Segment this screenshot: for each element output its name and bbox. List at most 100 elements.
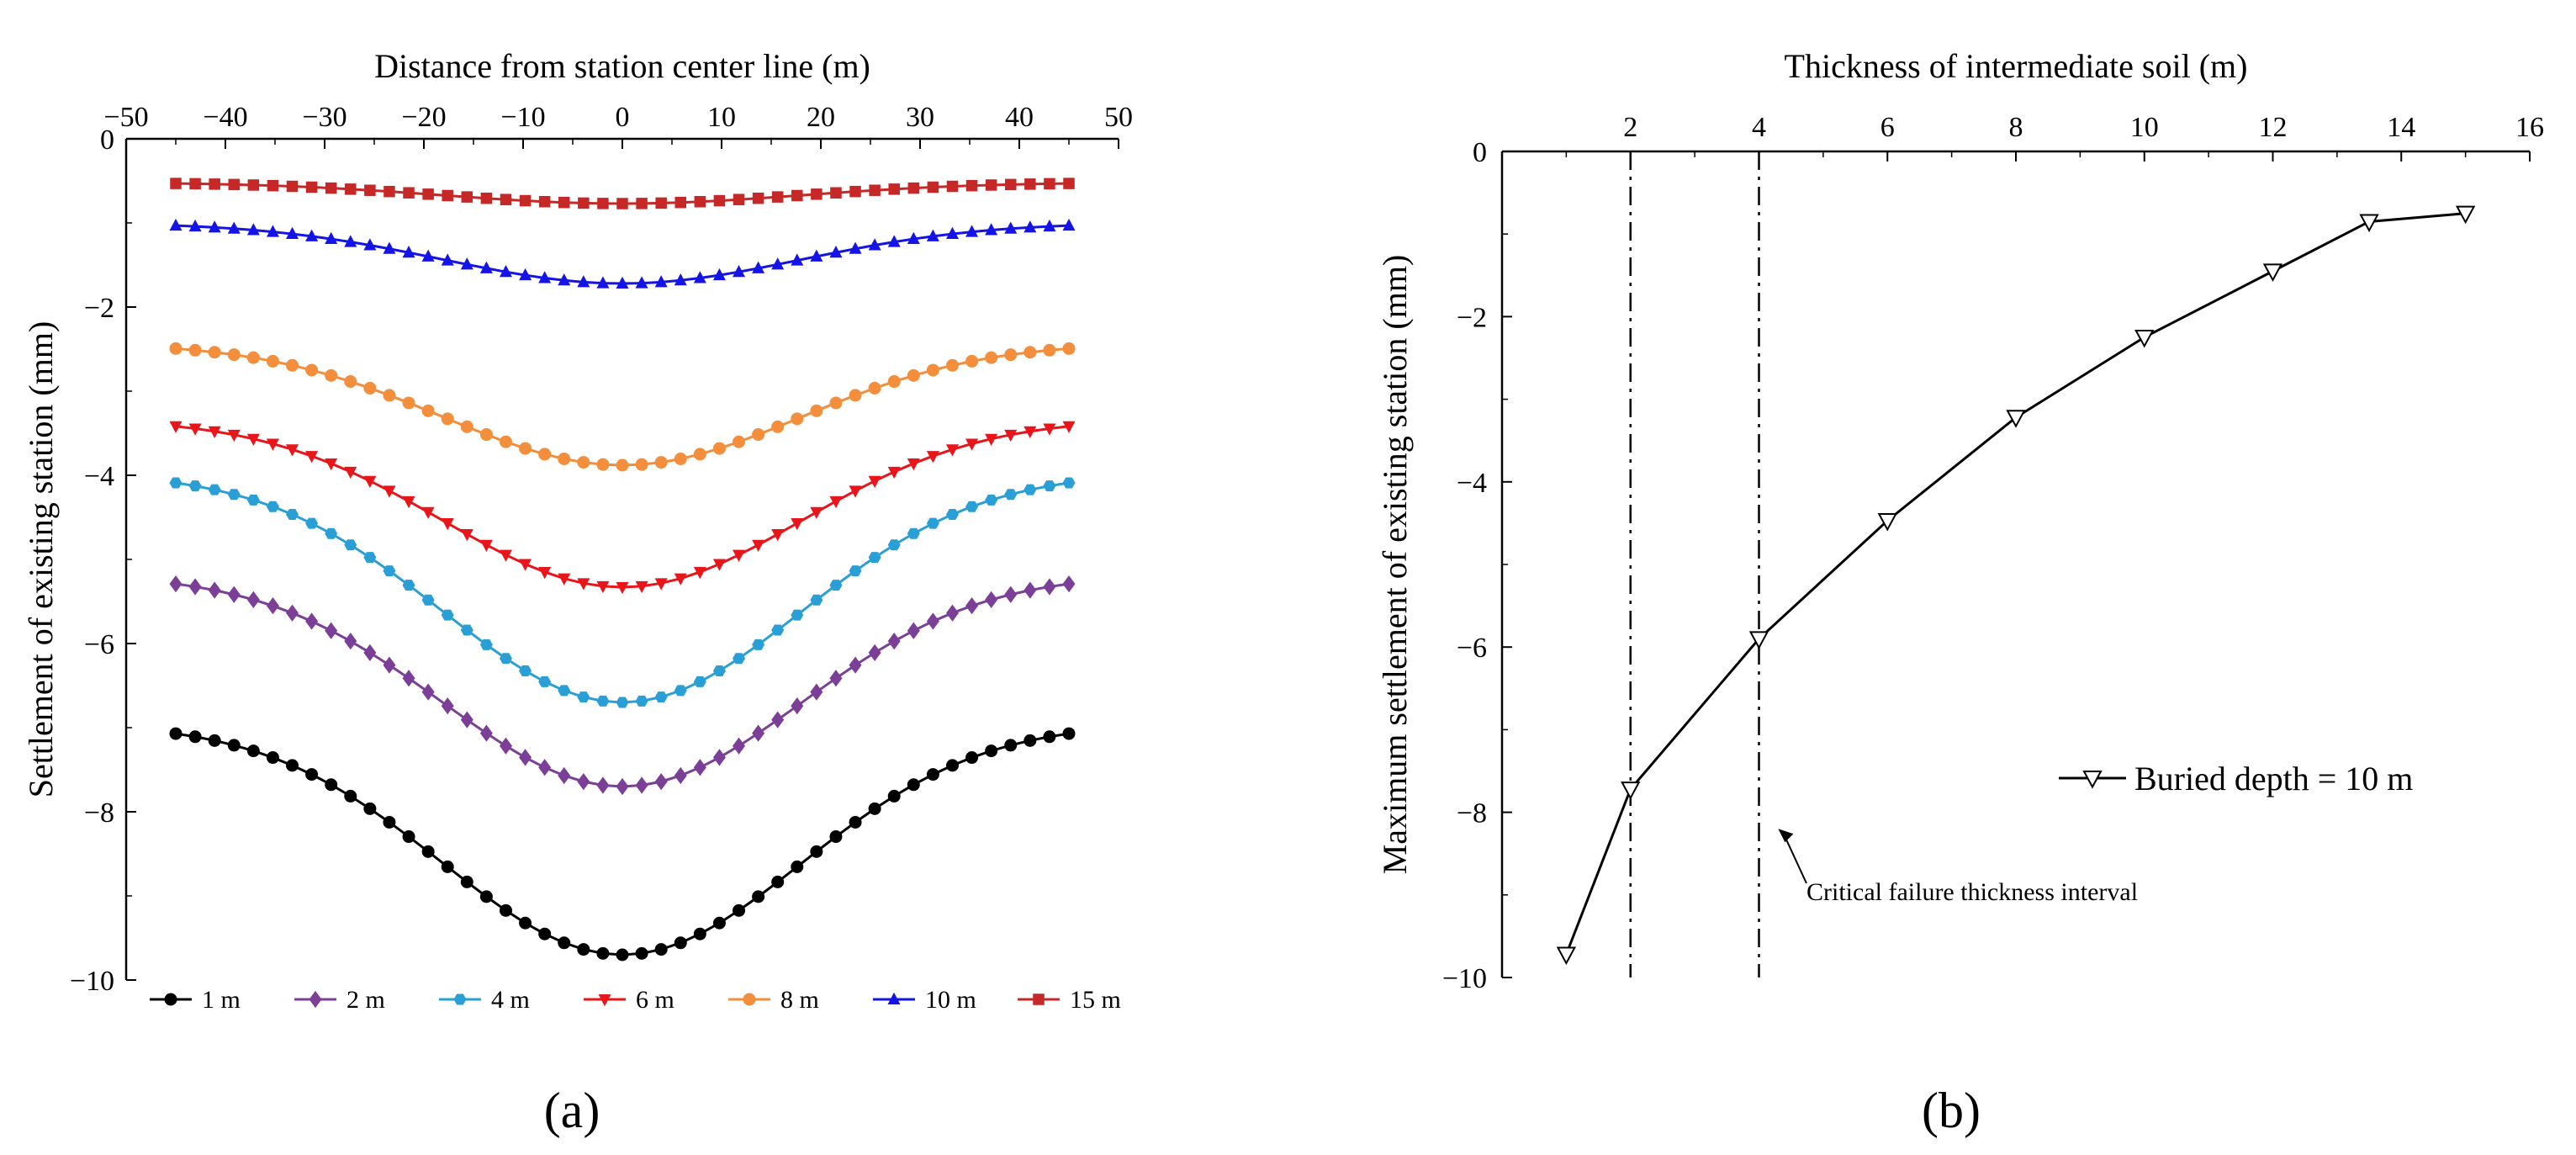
data-point <box>985 591 998 608</box>
data-point <box>829 495 843 509</box>
data-point <box>674 573 687 585</box>
data-point <box>305 517 319 529</box>
data-point <box>868 381 881 395</box>
data-point <box>654 772 668 791</box>
data-point <box>791 609 804 621</box>
data-point <box>246 494 260 506</box>
data-point <box>907 182 920 194</box>
data-point <box>208 346 221 359</box>
y-tick-label: −2 <box>84 293 114 324</box>
data-point <box>208 220 221 233</box>
data-point <box>965 354 979 368</box>
data-point <box>538 676 552 687</box>
data-point <box>519 665 532 677</box>
legend-label: 8 m <box>780 986 819 1014</box>
data-point <box>945 604 959 622</box>
data-point <box>558 452 571 465</box>
data-point <box>246 591 260 608</box>
data-point <box>188 343 202 357</box>
data-point <box>363 802 377 815</box>
data-point <box>1024 178 1036 190</box>
data-point <box>810 249 823 262</box>
data-point <box>654 275 668 288</box>
data-point <box>325 622 338 639</box>
legend-marker <box>453 993 467 1005</box>
data-point <box>791 697 804 715</box>
data-point <box>693 448 706 461</box>
data-point <box>169 477 182 489</box>
data-point <box>227 429 241 442</box>
data-point <box>1043 480 1056 492</box>
data-point <box>965 501 979 512</box>
series-line <box>175 582 1070 788</box>
data-point <box>887 633 901 650</box>
data-point <box>383 485 396 498</box>
data-point <box>246 433 260 446</box>
data-point <box>188 423 202 436</box>
data-point <box>246 744 260 758</box>
legend-marker <box>1033 993 1045 1005</box>
data-point <box>654 578 668 591</box>
data-point <box>188 480 202 492</box>
y-tick-label: −8 <box>84 797 114 829</box>
data-point <box>965 751 979 765</box>
data-point <box>674 936 687 950</box>
series-line <box>1564 212 2466 956</box>
data-point <box>499 435 512 448</box>
data-point <box>771 257 785 270</box>
data-point <box>519 194 532 207</box>
data-point <box>577 578 590 591</box>
data-point <box>422 188 434 200</box>
data-point <box>169 575 182 593</box>
data-point <box>344 789 357 803</box>
data-point <box>325 527 338 539</box>
series-4m <box>169 477 1076 708</box>
chart-b: 2 4 6 8 10 12 14 16 0 −2 −4 −6 −8 −10 Thickness of int… <box>1376 47 2544 1138</box>
y-tick-label: 0 <box>100 125 114 156</box>
data-point <box>1062 575 1076 593</box>
data-point <box>558 273 571 286</box>
data-point <box>596 776 610 794</box>
legend-marker <box>2082 771 2103 789</box>
data-point <box>752 890 765 903</box>
data-point <box>791 189 803 202</box>
data-point <box>1043 343 1056 357</box>
series-10m <box>169 218 1076 289</box>
data-point <box>2134 329 2155 348</box>
data-point <box>383 389 396 402</box>
data-point <box>266 597 279 615</box>
data-point <box>266 438 279 451</box>
data-point <box>712 665 726 677</box>
data-point <box>674 685 687 697</box>
data-point <box>674 196 687 209</box>
data-point <box>2455 205 2476 225</box>
data-point <box>1024 426 1037 439</box>
data-point <box>945 358 959 372</box>
data-point <box>771 711 785 728</box>
data-point <box>752 724 765 742</box>
data-point <box>577 275 590 288</box>
data-point <box>849 485 862 498</box>
data-point <box>849 656 862 674</box>
data-point <box>479 539 493 552</box>
data-point <box>636 198 648 209</box>
data-point <box>208 734 221 747</box>
data-point <box>985 744 998 758</box>
data-point <box>945 226 959 240</box>
data-point <box>945 759 959 772</box>
data-point <box>1062 421 1076 434</box>
legend-marker <box>743 993 756 1006</box>
y-tick-label: −4 <box>1457 468 1487 499</box>
data-point <box>188 578 202 596</box>
data-point <box>868 475 881 488</box>
data-point <box>403 187 415 199</box>
data-point <box>907 527 920 539</box>
data-point <box>441 697 454 715</box>
data-point <box>597 198 609 209</box>
data-point <box>888 183 900 195</box>
data-point <box>771 624 785 636</box>
data-point <box>383 815 396 829</box>
data-point <box>188 730 202 744</box>
data-point <box>402 830 415 844</box>
data-point <box>1024 220 1037 233</box>
